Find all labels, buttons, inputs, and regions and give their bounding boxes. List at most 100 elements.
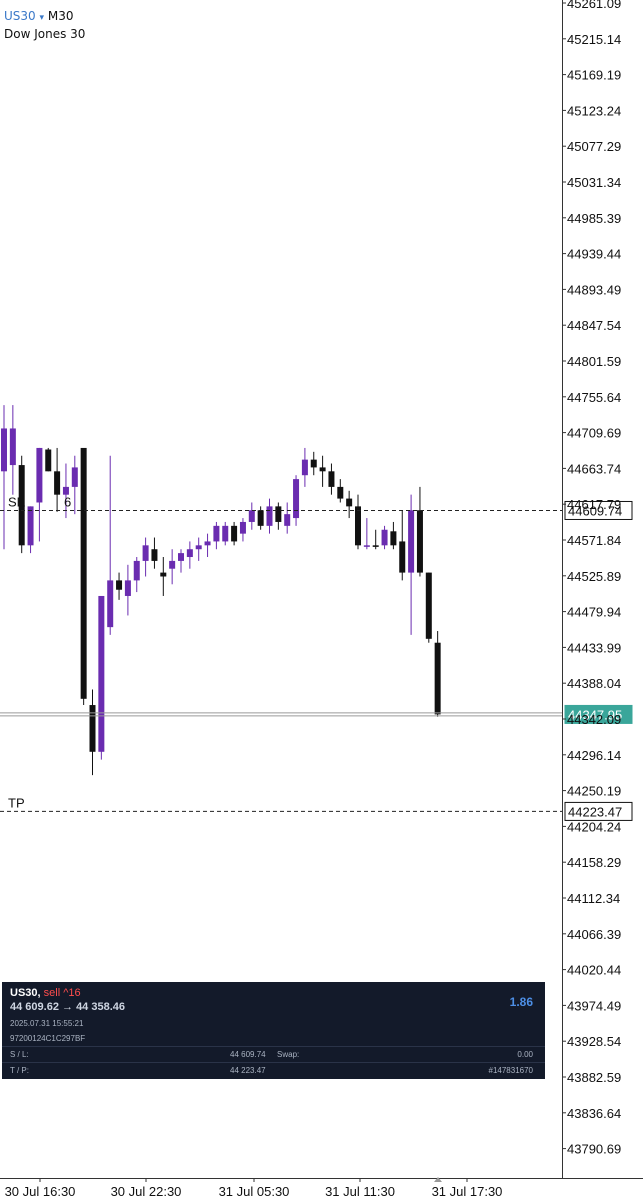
symbol-description: Dow Jones 30 [4,27,86,41]
candle-body [363,545,370,547]
candle-body [399,541,406,573]
candle-body [239,521,246,534]
position-profit: 1.86 [509,995,533,1009]
candle-body [248,510,255,522]
candle-body [62,486,69,495]
candle-body [71,467,78,487]
candle-body [390,531,397,546]
sell-line-label: SE [8,494,26,509]
y-tick-label: 44020.44 [567,963,621,978]
y-tick-label: 44893.49 [567,282,621,297]
candle-body [116,580,123,590]
candle-body [1,428,7,472]
y-tick-label: 45215.14 [567,32,621,47]
x-tick-label: 30 Jul 16:30 [5,1184,76,1199]
y-tick-label: 43882.59 [567,1070,621,1085]
open-price: 44 609.62 [10,1001,59,1013]
divider [2,1062,545,1063]
y-tick-label: 44296.14 [567,748,621,763]
x-tick-label: 30 Jul 22:30 [111,1184,182,1199]
candle-body [346,498,353,507]
x-tick-label: 31 Jul 11:30 [325,1184,395,1199]
x-tick-label: 31 Jul 05:30 [219,1184,290,1199]
sl-value: 44 609.74 [230,1050,266,1059]
y-tick-label: 44066.39 [567,927,621,942]
candle-body [284,514,291,526]
candle-body [231,525,238,542]
candle-body [151,549,158,561]
candle-body [355,506,361,546]
position-volume: ^16 [63,987,81,999]
position-id: #147831670 [488,1066,534,1075]
y-tick-label: 44112.34 [567,891,620,906]
candle-body [169,560,176,569]
y-tick-label: 44479.94 [567,605,621,620]
candle-body [98,595,105,752]
arrow-right-icon: → [62,1001,73,1013]
candles [1,405,441,776]
tp-value: 44 223.47 [230,1066,266,1075]
symbol-header[interactable]: US30 ▾ M30 Dow Jones 30 [4,8,85,42]
y-tick-label: 44847.54 [567,318,621,333]
candle-body [160,572,167,577]
candle-body [89,705,96,752]
tp-price-label: 44223.47 [568,804,622,819]
timeframe-label[interactable]: M30 [47,9,74,23]
candle-body [381,529,388,546]
current-price: 44 358.46 [76,1001,125,1013]
candle-body [45,449,52,472]
candle-body [416,510,423,573]
sell-price-box [564,500,633,520]
candle-body [36,447,43,503]
candle-body [107,580,114,628]
y-tick-label: 45077.29 [567,139,621,154]
y-tick-label: 44388.04 [567,676,621,691]
y-tick-label: 44204.24 [567,819,621,834]
current-price-box [564,704,633,724]
y-tick-label: 43928.54 [567,1034,621,1049]
candle-body [133,560,140,581]
y-tick-label: 45031.34 [567,175,621,190]
y-tick-label: 44663.74 [567,461,621,476]
y-tick-label: 44342.09 [567,712,621,727]
candle-body [301,459,308,476]
candle-body [186,549,193,558]
candle-body [275,506,282,522]
y-tick-label: 43790.69 [567,1142,621,1157]
tp-price-box [564,801,633,821]
position-title: US30, sell ^16 [10,987,81,999]
y-tick-label: 44985.39 [567,211,621,226]
candle-body [204,541,211,546]
candle-body [9,428,16,466]
candle-body [142,545,149,561]
position-prices: 44 609.62 → 44 358.46 [10,1001,125,1013]
scroll-marker-icon [434,1177,442,1182]
order-lines: SE 6 TP 44609.74 44223.47 44347.95 [0,494,633,821]
chevron-down-icon[interactable]: ▾ [39,13,45,23]
candle-body [328,471,335,487]
candle-body [27,506,34,546]
symbol-name[interactable]: US30 [4,9,36,23]
time-axis: 30 Jul 16:30 30 Jul 22:30 31 Jul 05:30 31 J… [5,1177,502,1199]
position-side: sell [43,987,61,999]
candle-body [434,642,441,715]
tp-label: T / P: [10,1066,29,1075]
candle-body [310,459,317,468]
y-tick-label: 44939.44 [567,247,621,262]
candle-body [195,545,202,550]
position-panel[interactable]: US30, sell ^16 44 609.62 → 44 358.46 1.8… [2,982,545,1079]
y-tick-label: 44158.29 [567,855,621,870]
candle-body [293,479,300,519]
y-tick-label: 44801.59 [567,354,621,369]
candle-body [319,467,326,472]
y-tick-label: 45261.09 [567,0,621,11]
y-tick-label: 44755.64 [567,390,621,405]
y-tick-label: 45123.24 [567,103,621,118]
divider [2,1046,545,1047]
y-tick-label: 44525.89 [567,569,621,584]
candle-body [257,510,264,526]
candle-body [372,545,379,547]
position-time: 2025.07.31 15:55:21 [10,1019,84,1028]
